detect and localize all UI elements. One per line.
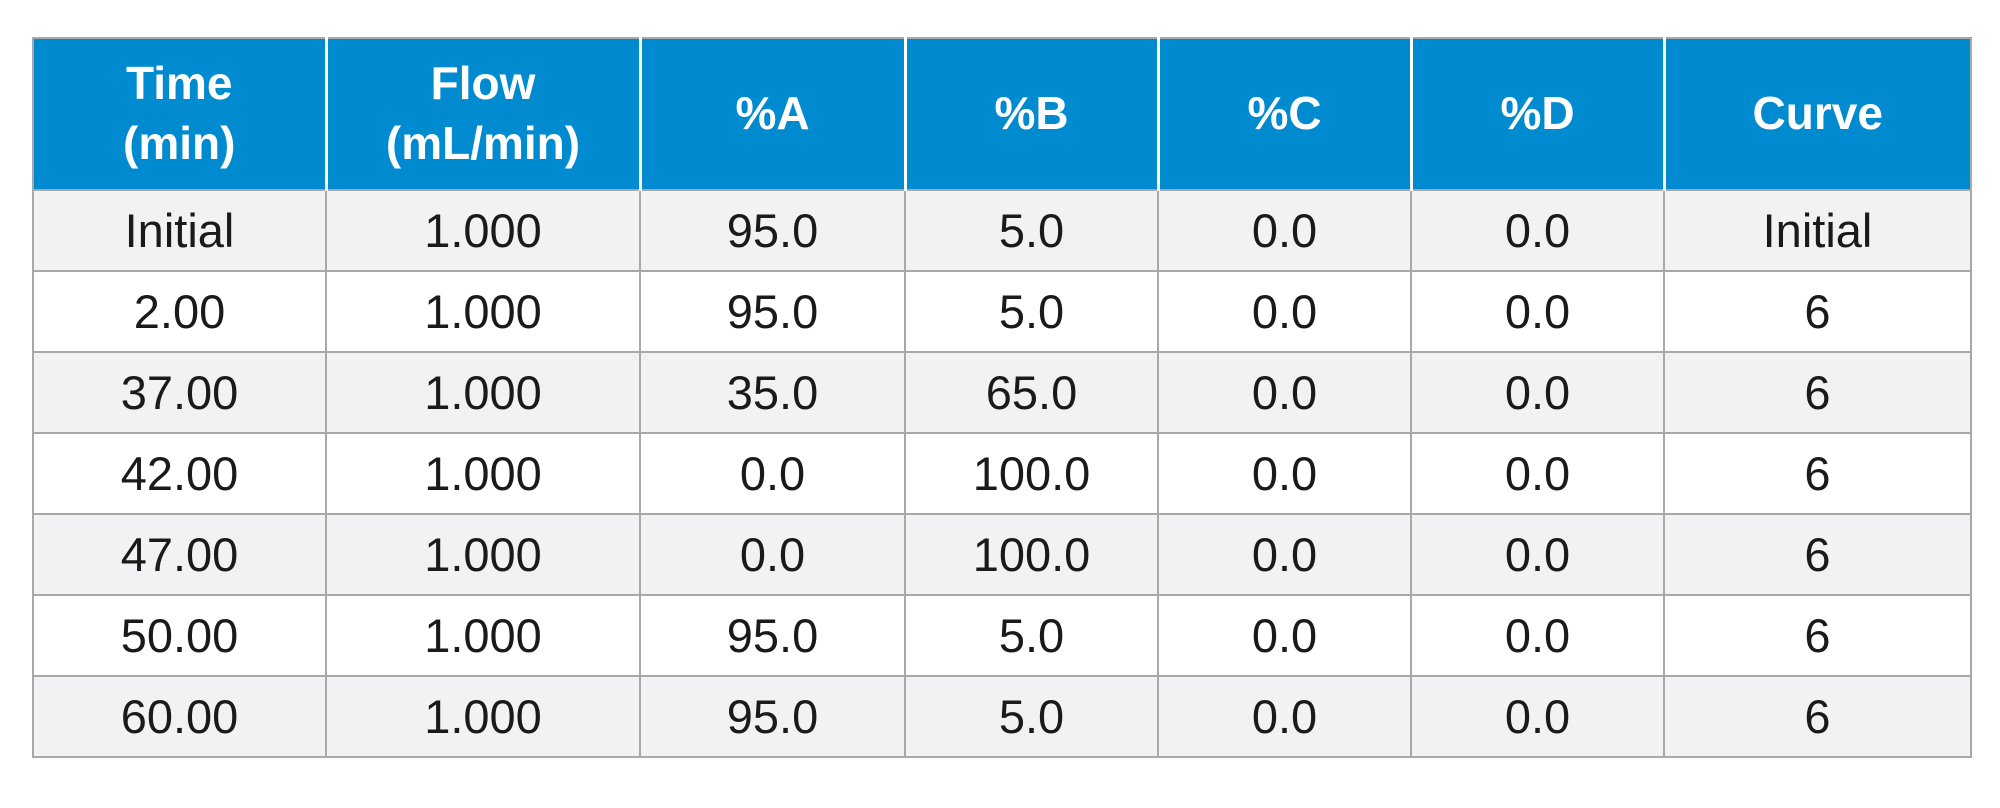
header-percent-b: %B [903, 37, 1158, 191]
table-row: 47.00 1.000 0.0 100.0 0.0 0.0 6 [32, 513, 1972, 596]
cell-time: 47.00 [32, 513, 327, 596]
cell-percent-b: 5.0 [904, 270, 1159, 353]
cell-percent-c: 0.0 [1157, 594, 1412, 677]
cell-percent-a: 95.0 [639, 270, 906, 353]
table-row: Initial 1.000 95.0 5.0 0.0 0.0 Initial [32, 189, 1972, 272]
header-time-label: Time [125, 57, 233, 110]
header-percent-b-label: %B [994, 87, 1069, 140]
cell-percent-c: 0.0 [1157, 351, 1412, 434]
cell-percent-a: 35.0 [639, 351, 906, 434]
cell-percent-c: 0.0 [1157, 513, 1412, 596]
header-percent-c-label: %C [1247, 87, 1322, 140]
cell-time: 37.00 [32, 351, 327, 434]
cell-percent-c: 0.0 [1157, 270, 1412, 353]
header-curve: Curve [1662, 37, 1972, 191]
header-curve-label: Curve [1752, 87, 1883, 140]
cell-flow: 1.000 [325, 513, 641, 596]
cell-curve: 6 [1663, 594, 1972, 677]
cell-curve: 6 [1663, 675, 1972, 758]
cell-percent-c: 0.0 [1157, 189, 1412, 272]
header-flow: Flow (mL/min) [324, 37, 640, 191]
cell-flow: 1.000 [325, 351, 641, 434]
cell-percent-b: 5.0 [904, 594, 1159, 677]
table-row: 37.00 1.000 35.0 65.0 0.0 0.0 6 [32, 351, 1972, 434]
header-percent-a: %A [638, 37, 905, 191]
cell-percent-d: 0.0 [1410, 594, 1665, 677]
cell-percent-b: 5.0 [904, 189, 1159, 272]
cell-percent-d: 0.0 [1410, 513, 1665, 596]
cell-flow: 1.000 [325, 432, 641, 515]
cell-curve: 6 [1663, 513, 1972, 596]
gradient-table: Time (min) Flow (mL/min) %A %B %C %D [32, 37, 1972, 758]
cell-percent-c: 0.0 [1157, 432, 1412, 515]
cell-percent-a: 95.0 [639, 594, 906, 677]
cell-percent-a: 0.0 [639, 513, 906, 596]
header-flow-label: Flow [430, 57, 536, 110]
cell-time: Initial [32, 189, 327, 272]
table-row: 2.00 1.000 95.0 5.0 0.0 0.0 6 [32, 270, 1972, 353]
cell-percent-c: 0.0 [1157, 675, 1412, 758]
cell-flow: 1.000 [325, 594, 641, 677]
cell-flow: 1.000 [325, 270, 641, 353]
gradient-table-container: Time (min) Flow (mL/min) %A %B %C %D [32, 37, 1972, 758]
cell-flow: 1.000 [325, 189, 641, 272]
table-body: Initial 1.000 95.0 5.0 0.0 0.0 Initial 2.00 1.00… [32, 189, 1972, 758]
table-row: 42.00 1.000 0.0 100.0 0.0 0.0 6 [32, 432, 1972, 515]
cell-time: 60.00 [32, 675, 327, 758]
cell-percent-a: 95.0 [639, 675, 906, 758]
header-percent-a-label: %A [735, 87, 810, 140]
cell-time: 42.00 [32, 432, 327, 515]
cell-percent-d: 0.0 [1410, 432, 1665, 515]
cell-curve: Initial [1663, 189, 1972, 272]
cell-percent-d: 0.0 [1410, 189, 1665, 272]
cell-percent-b: 65.0 [904, 351, 1159, 434]
cell-percent-b: 100.0 [904, 513, 1159, 596]
header-time: Time (min) [32, 37, 326, 191]
cell-curve: 6 [1663, 270, 1972, 353]
header-percent-d: %D [1409, 37, 1664, 191]
table-header: Time (min) Flow (mL/min) %A %B %C %D [32, 37, 1972, 191]
table-row: 50.00 1.000 95.0 5.0 0.0 0.0 6 [32, 594, 1972, 677]
cell-percent-a: 0.0 [639, 432, 906, 515]
cell-percent-d: 0.0 [1410, 270, 1665, 353]
cell-percent-d: 0.0 [1410, 675, 1665, 758]
cell-percent-a: 95.0 [639, 189, 906, 272]
header-flow-unit: (mL/min) [385, 117, 581, 169]
cell-curve: 6 [1663, 351, 1972, 434]
header-percent-d-label: %D [1500, 87, 1575, 140]
header-row: Time (min) Flow (mL/min) %A %B %C %D [32, 37, 1972, 191]
cell-percent-b: 100.0 [904, 432, 1159, 515]
cell-percent-d: 0.0 [1410, 351, 1665, 434]
table-row: 60.00 1.000 95.0 5.0 0.0 0.0 6 [32, 675, 1972, 758]
header-time-unit: (min) [123, 117, 236, 169]
cell-time: 50.00 [32, 594, 327, 677]
cell-flow: 1.000 [325, 675, 641, 758]
cell-time: 2.00 [32, 270, 327, 353]
header-percent-c: %C [1156, 37, 1411, 191]
cell-percent-b: 5.0 [904, 675, 1159, 758]
cell-curve: 6 [1663, 432, 1972, 515]
